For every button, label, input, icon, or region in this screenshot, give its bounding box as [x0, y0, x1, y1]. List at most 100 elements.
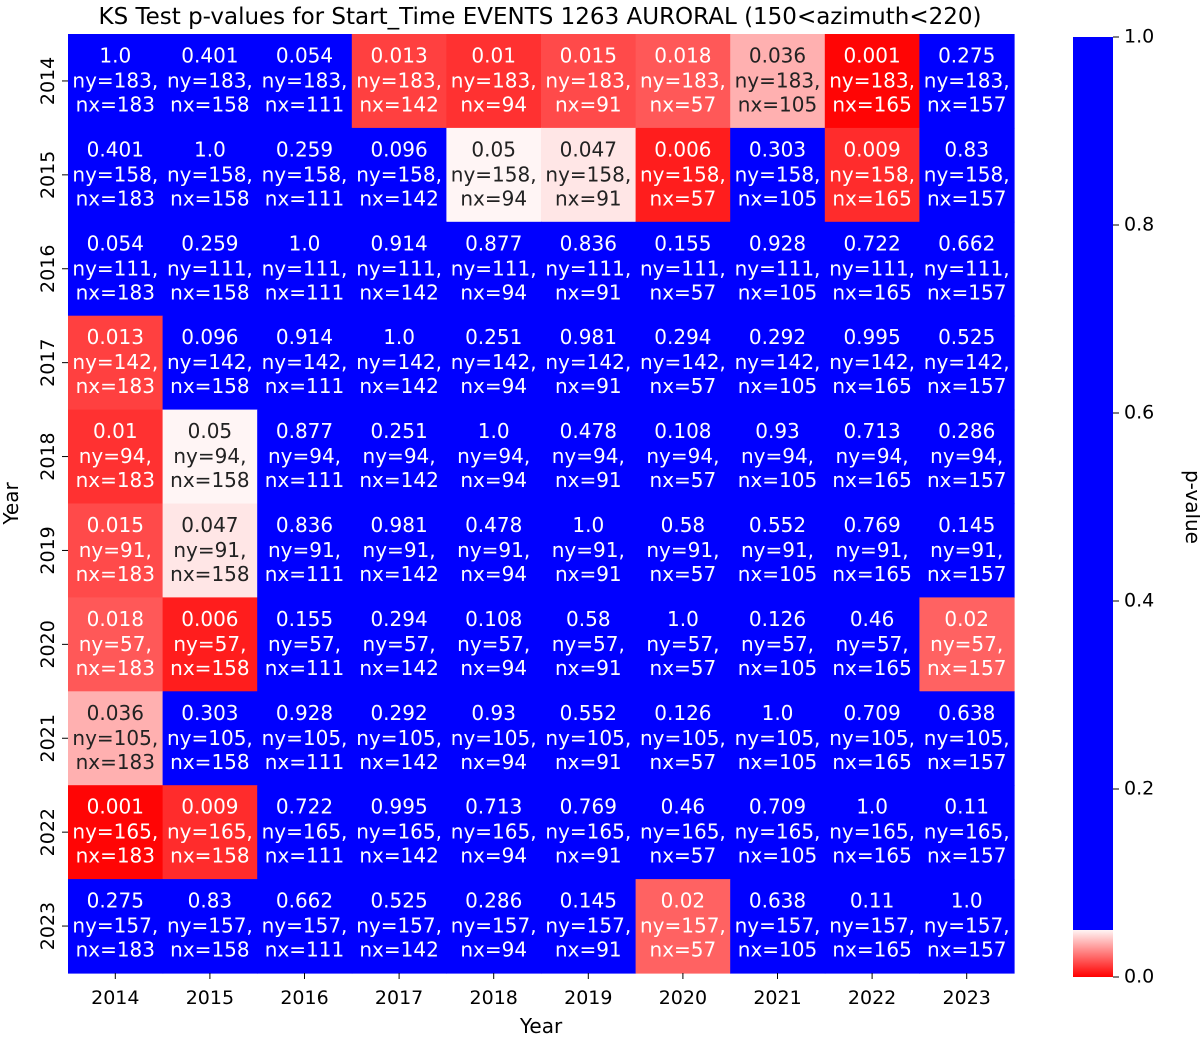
- cell-nx-label: nx=111: [265, 750, 344, 774]
- cell-value-label: 0.709: [843, 701, 900, 725]
- heatmap-cell: [730, 785, 826, 880]
- cell-value-label: 0.286: [465, 889, 522, 913]
- cell-value-label: 0.036: [87, 701, 144, 725]
- cell-nx-label: nx=105: [738, 186, 817, 210]
- heatmap-cell: [446, 503, 542, 598]
- y-tick-label: 2020: [37, 620, 59, 668]
- cell-ny-label: ny=183,: [545, 68, 631, 92]
- cell-nx-label: nx=105: [738, 656, 817, 680]
- cell-nx-label: nx=157: [927, 562, 1006, 586]
- heatmap-cell: [257, 127, 353, 223]
- cell-nx-label: nx=183: [76, 186, 155, 210]
- cell-ny-label: ny=165,: [924, 820, 1010, 844]
- cell-nx-label: nx=94: [460, 656, 527, 680]
- heatmap-cell: [541, 34, 637, 129]
- cell-value-label: 0.108: [654, 419, 711, 443]
- heatmap-cell: [162, 503, 258, 598]
- heatmap-cell: [730, 34, 826, 129]
- cell-ny-label: ny=105,: [735, 726, 821, 750]
- heatmap-cell: [824, 127, 920, 223]
- cell-ny-label: ny=94,: [268, 444, 341, 468]
- cell-value-label: 0.054: [87, 231, 144, 255]
- colorbar: [1073, 37, 1113, 977]
- cell-nx-label: nx=57: [650, 468, 717, 492]
- colorbar-label: p-value: [1181, 470, 1200, 544]
- cell-nx-label: nx=157: [927, 374, 1006, 398]
- cell-value-label: 0.001: [843, 43, 900, 67]
- cell-ny-label: ny=158,: [640, 162, 726, 186]
- cell-nx-label: nx=111: [265, 562, 344, 586]
- cell-value-label: 0.251: [465, 325, 522, 349]
- cell-ny-label: ny=157,: [829, 914, 915, 938]
- cell-value-label: 1.0: [951, 889, 983, 913]
- cell-ny-label: ny=157,: [735, 914, 821, 938]
- heatmap-cell: [351, 879, 447, 974]
- y-tick-label: 2021: [37, 714, 59, 762]
- cell-ny-label: ny=91,: [930, 538, 1003, 562]
- heatmap-cell: [541, 221, 637, 317]
- cell-nx-label: nx=183: [76, 468, 155, 492]
- cell-value-label: 0.93: [755, 419, 800, 443]
- cell-value-label: 0.713: [465, 795, 522, 819]
- cell-value-label: 0.292: [749, 325, 806, 349]
- cell-ny-label: ny=111,: [356, 256, 442, 280]
- cell-ny-label: ny=94,: [457, 444, 530, 468]
- cell-ny-label: ny=158,: [356, 162, 442, 186]
- heatmap-cell: [68, 691, 164, 786]
- heatmap-cell: [730, 691, 826, 786]
- heatmap-cell: [257, 315, 353, 411]
- cell-ny-label: ny=183,: [167, 68, 253, 92]
- cell-ny-label: ny=57,: [930, 632, 1003, 656]
- cell-ny-label: ny=57,: [79, 632, 152, 656]
- cell-nx-label: nx=165: [832, 656, 911, 680]
- cell-value-label: 0.02: [944, 607, 989, 631]
- cell-value-label: 0.155: [276, 607, 333, 631]
- heatmap-cell: [162, 127, 258, 223]
- chart-title: KS Test p-values for Start_Time EVENTS 1…: [98, 4, 981, 30]
- heatmap-cell: [635, 503, 731, 598]
- heatmap-cell: [541, 503, 637, 598]
- cell-ny-label: ny=91,: [457, 538, 530, 562]
- cell-value-label: 1.0: [478, 419, 510, 443]
- cell-value-label: 0.981: [370, 513, 427, 537]
- x-tick-label: 2015: [186, 987, 234, 1009]
- cell-ny-label: ny=57,: [457, 632, 530, 656]
- cell-ny-label: ny=111,: [735, 256, 821, 280]
- cell-value-label: 0.877: [465, 231, 522, 255]
- cell-ny-label: ny=91,: [268, 538, 341, 562]
- cell-value-label: 0.914: [276, 325, 333, 349]
- cell-value-label: 0.05: [471, 137, 516, 161]
- cell-nx-label: nx=142: [359, 468, 438, 492]
- cell-value-label: 0.126: [654, 701, 711, 725]
- cell-ny-label: ny=158,: [167, 162, 253, 186]
- cell-value-label: 1.0: [289, 231, 321, 255]
- heatmap-cell: [824, 503, 920, 598]
- cell-value-label: 1.0: [572, 513, 604, 537]
- heatmap-cell: [257, 785, 353, 880]
- cell-nx-label: nx=105: [738, 844, 817, 868]
- cell-value-label: 0.047: [560, 137, 617, 161]
- heatmap-cell: [824, 409, 920, 505]
- cell-ny-label: ny=157,: [356, 914, 442, 938]
- cell-value-label: 0.145: [560, 889, 617, 913]
- heatmap-cell: [919, 409, 1015, 505]
- cell-value-label: 0.02: [661, 889, 706, 913]
- cell-nx-label: nx=94: [460, 186, 527, 210]
- heatmap-cell: [351, 503, 447, 598]
- cell-value-label: 0.006: [654, 137, 711, 161]
- cell-nx-label: nx=158: [170, 750, 249, 774]
- cell-ny-label: ny=183,: [640, 68, 726, 92]
- cell-value-label: 0.877: [276, 419, 333, 443]
- heatmap-cell: [730, 127, 826, 223]
- cell-ny-label: ny=157,: [924, 914, 1010, 938]
- cell-value-label: 0.009: [181, 795, 238, 819]
- cell-value-label: 0.928: [276, 701, 333, 725]
- cell-ny-label: ny=165,: [262, 820, 348, 844]
- cell-ny-label: ny=105,: [72, 726, 158, 750]
- heatmap-cell: [351, 315, 447, 411]
- x-tick-label: 2014: [91, 987, 139, 1009]
- cell-value-label: 0.303: [749, 137, 806, 161]
- cell-nx-label: nx=158: [170, 92, 249, 116]
- cell-ny-label: ny=158,: [545, 162, 631, 186]
- heatmap-cell: [635, 409, 731, 505]
